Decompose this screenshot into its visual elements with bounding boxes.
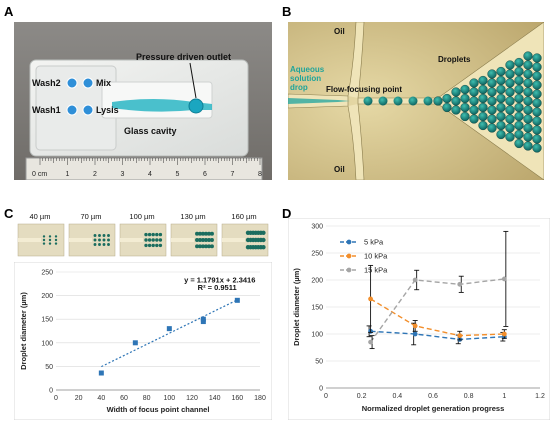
x-axis-label: Width of focus point channel	[107, 405, 210, 414]
label-oil-top: Oil	[334, 27, 345, 36]
ruler-tick-label: 7	[231, 171, 235, 178]
data-point	[368, 296, 373, 302]
ruler-tick-label: 6	[203, 171, 207, 178]
y-tick-label: 0	[319, 386, 323, 393]
data-point	[412, 323, 418, 329]
data-point	[457, 333, 463, 339]
label-wash2: Wash2	[32, 78, 61, 88]
x-tick-label: 180	[254, 395, 266, 402]
y-tick-label: 50	[45, 364, 53, 371]
x-tick-label: 0.6	[428, 393, 438, 400]
panel-letter-d: D	[282, 206, 292, 221]
ruler-tick-label: 5	[176, 171, 180, 178]
x-tick-label: 100	[163, 395, 175, 402]
series-line	[370, 278, 505, 343]
label-aqueous: Aqueous solution drop	[290, 65, 326, 92]
x-tick-label: 160	[231, 395, 243, 402]
y-tick-label: 200	[311, 278, 323, 285]
y-tick-label: 50	[315, 359, 323, 366]
trend-equation: y = 1.1791x + 2.3416	[184, 275, 255, 284]
x-axis-label: Normalized droplet generation progress	[362, 404, 505, 413]
data-point	[98, 370, 104, 376]
ruler-tick-label: 3	[121, 171, 125, 178]
ruler-tick-label: 1	[66, 171, 70, 178]
label-oil-bottom: Oil	[334, 165, 345, 174]
channel-width-label: 160 µm	[231, 212, 256, 221]
x-tick-label: 120	[186, 395, 198, 402]
x-tick-label: 140	[209, 395, 221, 402]
x-tick-label: 60	[120, 395, 128, 402]
y-axis-label: Droplet diameter (µm)	[19, 292, 28, 370]
panel-letter-c: C	[4, 206, 14, 221]
droplet-cluster	[363, 51, 542, 153]
channel-width-label: 70 µm	[81, 212, 102, 221]
well-wash2	[66, 77, 78, 89]
y-tick-label: 300	[311, 224, 323, 231]
channel-width-label: 40 µm	[30, 212, 51, 221]
channel-width-label: 100 µm	[129, 212, 154, 221]
well-mix	[82, 77, 94, 89]
ruler-tick-label: 4	[148, 171, 152, 178]
label-glass-cavity: Glass cavity	[124, 126, 177, 136]
x-tick-label: 1.2	[535, 393, 545, 400]
panel-letter-b: B	[282, 4, 292, 19]
y-tick-label: 0	[49, 388, 53, 395]
data-point	[412, 331, 418, 337]
device-photo: Wash2 Mix Wash1 Lysis Pressure driven ou…	[14, 22, 272, 180]
channel-width-strip: 40 µm 70 µm 100 µm 130 µm 160 µm	[14, 210, 272, 260]
ruler: 0 cm 1 2 3 4 5 6 7 8	[32, 158, 262, 178]
ruler-tick-label: 0 cm	[32, 171, 47, 178]
y-tick-label: 150	[41, 317, 53, 324]
chart-c: 0 50 100 150 200 250 0 20 40 60 80 100 120 140 160 180 W…	[13, 261, 273, 421]
data-point	[166, 326, 172, 332]
label-outlet: Pressure driven outlet	[136, 52, 231, 62]
y-tick-label: 100	[311, 332, 323, 339]
label-droplets: Droplets	[438, 55, 471, 64]
label-flow-focusing: Flow-focusing point	[326, 85, 402, 94]
y-tick-label: 150	[311, 305, 323, 312]
x-tick-label: 0	[54, 395, 58, 402]
x-tick-label: 0	[324, 393, 328, 400]
data-point	[501, 276, 507, 282]
y-axis-label: Droplet diameter (µm)	[292, 268, 301, 346]
data-point	[501, 331, 507, 337]
data-point	[412, 277, 418, 283]
well-lysis	[82, 104, 94, 116]
trendline	[101, 299, 238, 368]
x-tick-label: 40	[97, 395, 105, 402]
trend-r2: R² = 0.9511	[198, 283, 237, 292]
data-point	[132, 340, 138, 346]
label-lysis: Lysis	[96, 105, 119, 115]
series-line	[370, 298, 505, 337]
legend-entry: 5 kPa	[364, 238, 384, 247]
data-point	[234, 297, 240, 303]
ruler-tick-label: 2	[93, 171, 97, 178]
droplet-photo: Oil Oil Droplets Flow-focusing point Aqu…	[288, 22, 544, 180]
ruler-tick-label: 8	[258, 171, 262, 178]
x-tick-label: 1	[502, 393, 506, 400]
data-point	[368, 339, 373, 345]
x-tick-label: 0.8	[464, 393, 474, 400]
y-tick-label: 100	[41, 340, 53, 347]
panel-letter-a: A	[4, 4, 14, 19]
data-point	[457, 281, 463, 287]
y-tick-label: 250	[41, 270, 53, 277]
legend-entry: 10 kPa	[364, 252, 388, 261]
label-wash1: Wash1	[32, 105, 61, 115]
y-tick-label: 200	[41, 293, 53, 300]
channel-width-label: 130 µm	[180, 212, 205, 221]
chart-d: 0 50 100 150 200 250 300 0 0.2 0.4 0.6 0.8 1 1.2 Norma…	[287, 217, 550, 421]
label-mix: Mix	[96, 78, 111, 88]
data-point	[200, 316, 206, 322]
x-tick-label: 20	[75, 395, 83, 402]
x-tick-label: 80	[143, 395, 151, 402]
y-tick-label: 250	[311, 251, 323, 258]
series-line	[370, 330, 505, 341]
x-tick-label: 0.2	[357, 393, 367, 400]
x-tick-label: 0.4	[392, 393, 402, 400]
legend-entry: 15 kPa	[364, 266, 388, 275]
well-wash1	[66, 104, 78, 116]
